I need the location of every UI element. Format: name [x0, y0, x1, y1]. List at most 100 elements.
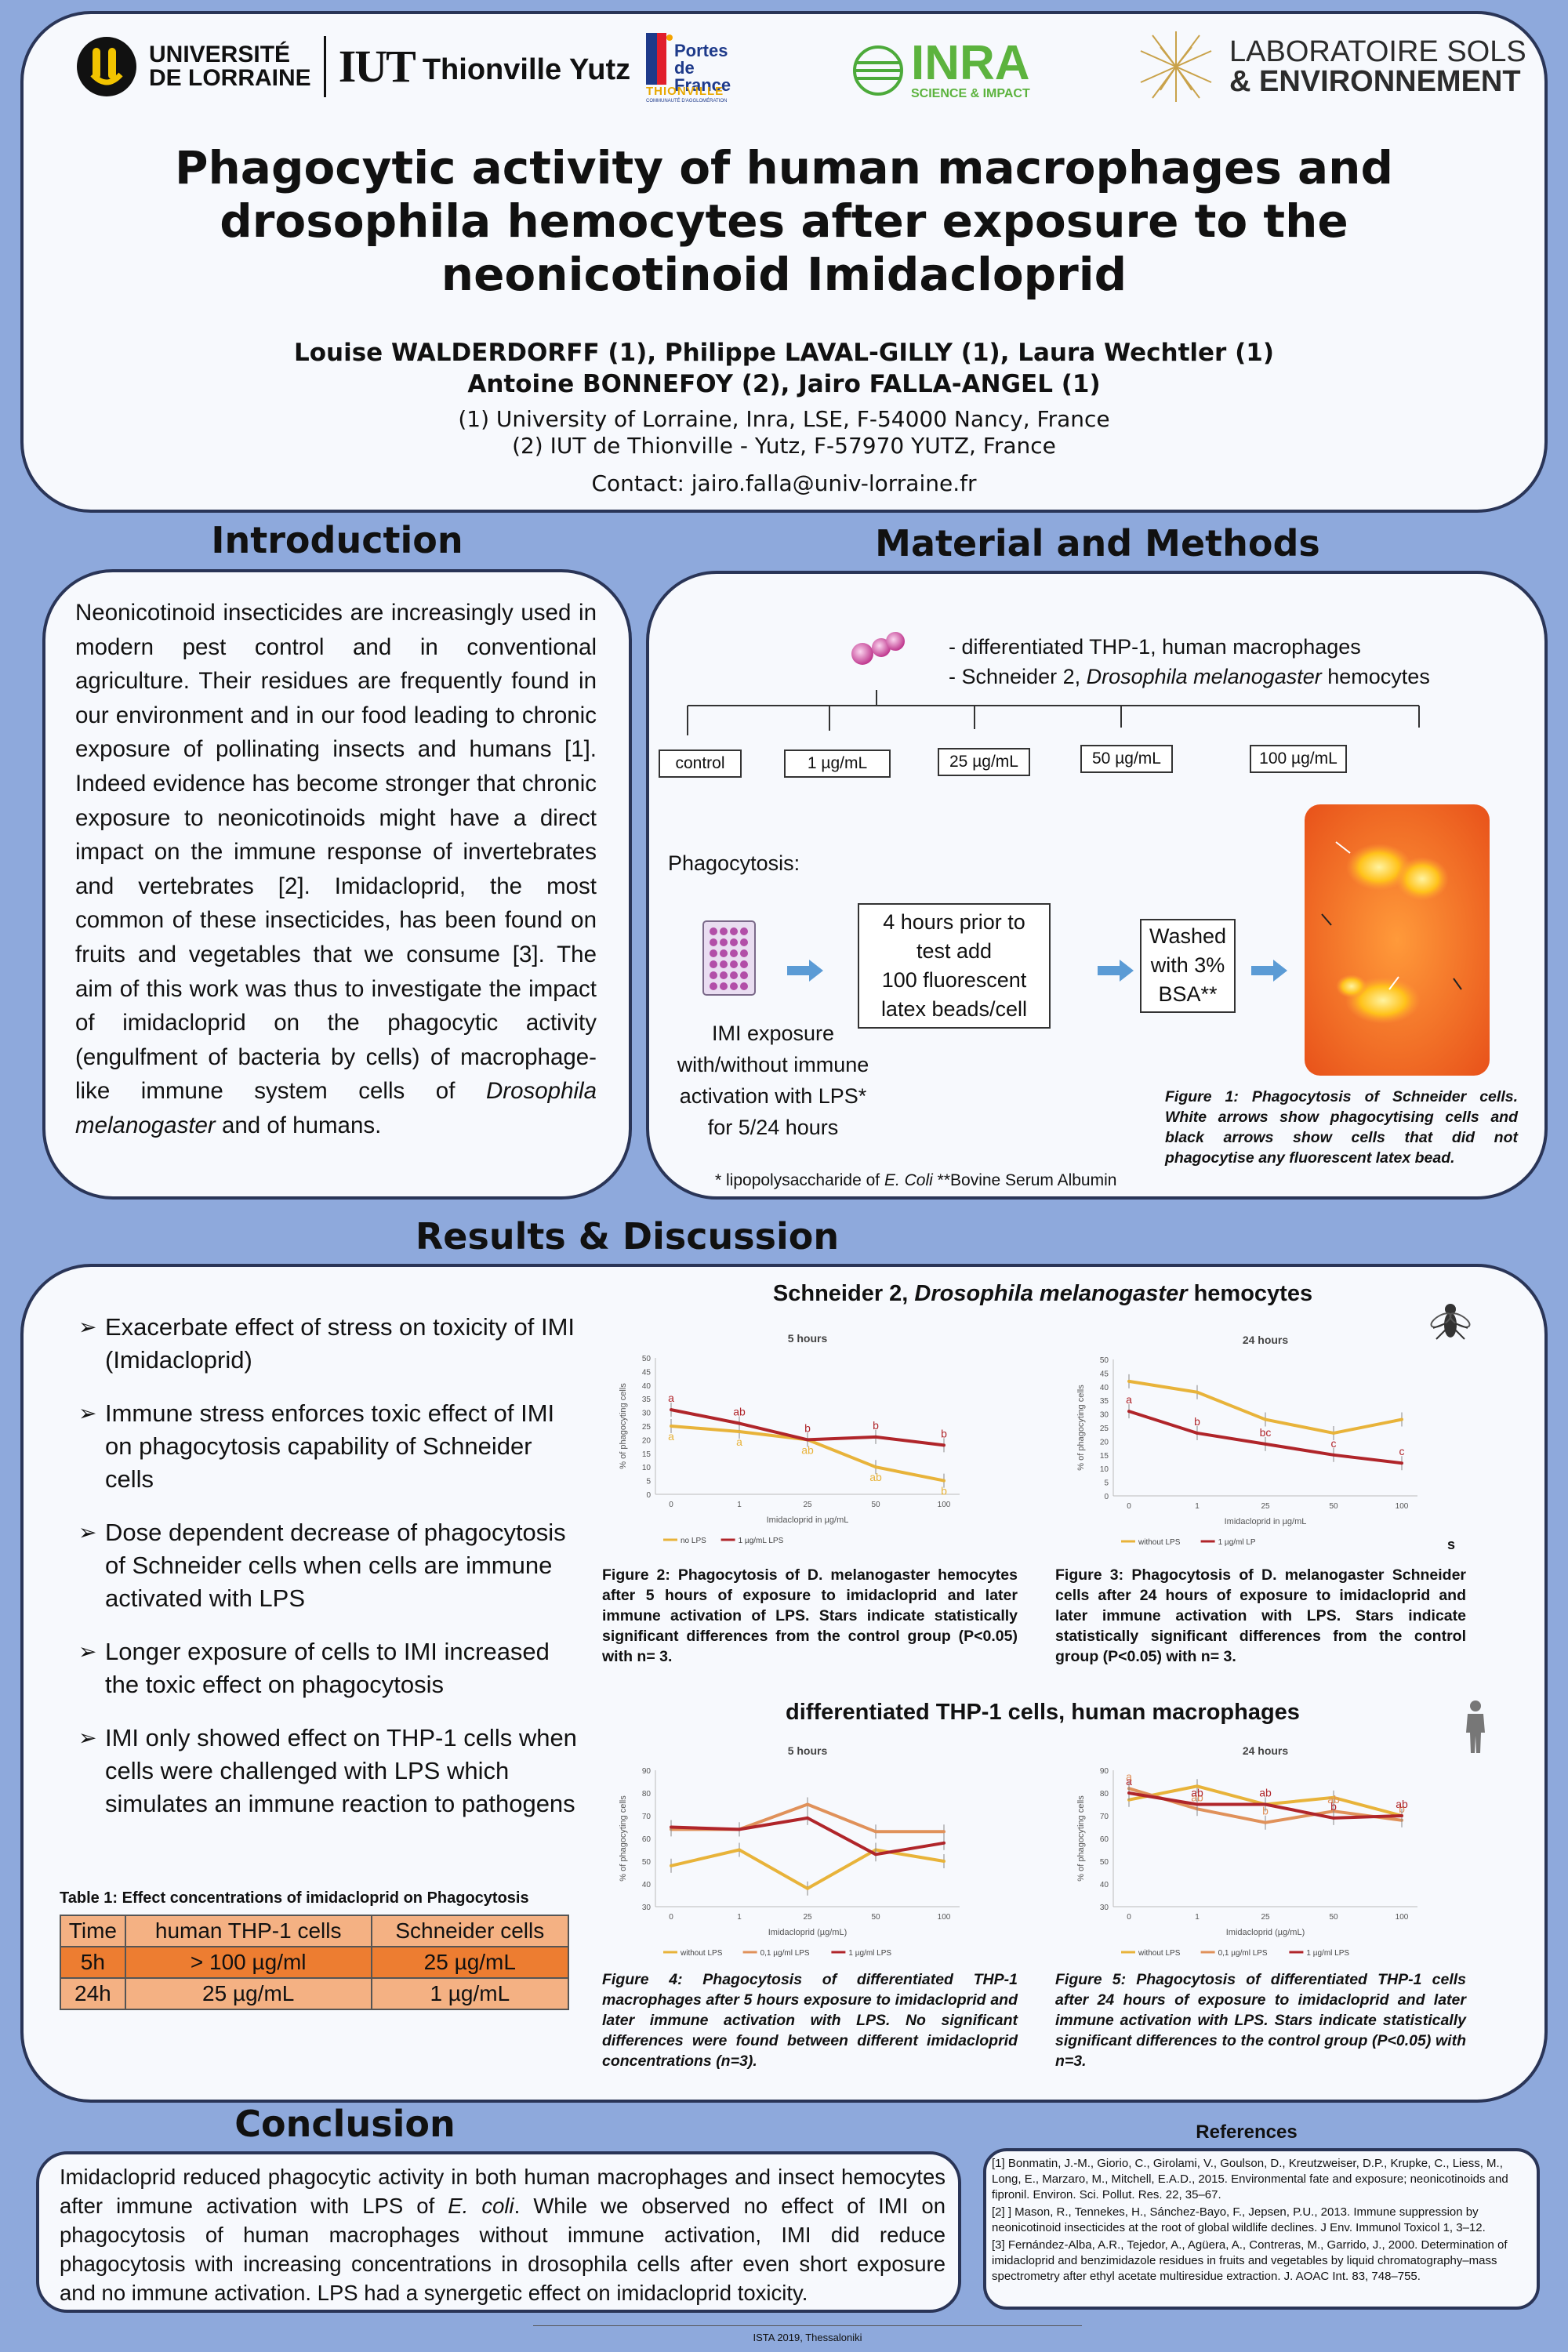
- conclusion-b: E. coli: [448, 2194, 514, 2218]
- step3-line3: BSA**: [1158, 982, 1218, 1006]
- x-axis-label: Imidacloprid (µg/mL): [1226, 1928, 1305, 1937]
- authors-line1: Louise WALDERDORFF (1), Philippe LAVAL-G…: [293, 339, 1275, 367]
- data-point: [738, 1848, 741, 1852]
- data-point: [806, 1816, 809, 1820]
- legend-label: 1 µg/ml LP: [1218, 1538, 1256, 1547]
- lse-line1: LABORATOIRE SOLS: [1229, 35, 1526, 68]
- result-bullet: ➢ Exacerbate effect of stress on toxicity…: [78, 1311, 580, 1377]
- x-axis-label: Imidacloprid (µg/mL): [768, 1928, 847, 1937]
- y-tick-label: 30: [1100, 1411, 1109, 1420]
- table-header: human THP-1 cells: [124, 1915, 372, 1947]
- x-tick-label: 100: [938, 1501, 951, 1509]
- x-tick-label: 1: [737, 1501, 742, 1509]
- data-point: [1264, 1820, 1267, 1824]
- conclusion-panel: [36, 2151, 961, 2313]
- well-plate-icon: [702, 920, 756, 996]
- table-cell: 24h: [60, 1977, 126, 2010]
- reference-item: [2] ] Mason, R., Tennekes, H., Sánchez-B…: [992, 2205, 1486, 2234]
- intro-end: and of humans.: [215, 1112, 382, 1138]
- legend-label: without LPS: [1138, 1538, 1181, 1547]
- footer-rule: [533, 2325, 1082, 2326]
- fly-icon: [1430, 1304, 1471, 1340]
- significance-label: ab: [1191, 1787, 1203, 1799]
- result-bullet: ➢ IMI only showed effect on THP-1 cells w…: [78, 1722, 580, 1820]
- x-tick-label: 100: [1396, 1502, 1409, 1511]
- figure3-caption: Figure 3: Phagocytosis of D. melanogaste…: [1055, 1566, 1466, 1665]
- conclusion-text: Imidacloprid reduced phagocytic activity…: [60, 2162, 946, 2307]
- y-tick-label: 25: [1100, 1425, 1109, 1433]
- data-point: [1332, 1795, 1335, 1799]
- affiliations: (1) University of Lorraine, Inra, LSE, F…: [47, 406, 1521, 459]
- y-axis-label: % of phagocyting cells: [619, 1383, 628, 1469]
- step2-line2: test add: [916, 939, 993, 963]
- x-tick-label: 50: [1329, 1502, 1338, 1511]
- iut-mark: IUT: [338, 41, 416, 92]
- x-tick-label: 25: [803, 1913, 812, 1922]
- arrow-right-icon: [1251, 960, 1287, 982]
- introduction-panel: [42, 569, 632, 1200]
- table-header: Time: [60, 1915, 126, 1947]
- figure5-caption: Figure 5: Phagocytosis of differentiated…: [1055, 1971, 1466, 2070]
- y-tick-label: 15: [1100, 1452, 1109, 1461]
- data-point: [1127, 1791, 1131, 1795]
- significance-label: ab: [801, 1443, 814, 1456]
- legend-label: 1 µg/mL LPS: [739, 1537, 784, 1545]
- y-tick-label: 35: [642, 1396, 652, 1404]
- significance-label: ab: [1191, 1791, 1203, 1803]
- figure1-caption: Figure 1: Phagocytosis of Schneider cell…: [1165, 1088, 1518, 1167]
- y-tick-label: 15: [642, 1450, 652, 1459]
- introduction-text: Neonicotinoid insecticides are increasin…: [75, 596, 597, 1143]
- schneider-heading-b: Drosophila melanogaster: [914, 1281, 1188, 1306]
- ul-mark-icon: [77, 37, 136, 96]
- footer: ISTA 2019, Thessaloniki: [753, 2332, 862, 2343]
- arrow-bullet-icon: ➢: [78, 1315, 97, 1339]
- authors-line2: Antoine BONNEFOY (2), Jairo FALLA-ANGEL …: [467, 370, 1101, 398]
- inra-logo: INRA SCIENCE & IMPACT: [853, 31, 1030, 110]
- significance-label: a: [668, 1430, 674, 1443]
- legend-label: no LPS: [681, 1537, 706, 1545]
- chart-title: 24 hours: [1243, 1334, 1289, 1346]
- y-tick-label: 50: [642, 1355, 652, 1363]
- data-point: [1196, 1784, 1199, 1788]
- data-point: [1196, 1431, 1199, 1435]
- y-tick-label: 0: [1104, 1493, 1109, 1501]
- step-imi-exposure: IMI exposure with/without immune activat…: [655, 1018, 891, 1143]
- table-row: 5h > 100 µg/ml 25 µg/mL: [60, 1946, 570, 1979]
- y-axis-label: % of phagocyting cells: [1076, 1385, 1086, 1471]
- y-tick-label: 60: [642, 1835, 652, 1844]
- inra-wordmark: INRA: [911, 36, 1030, 90]
- iut-city: Thionville Yutz: [422, 53, 631, 86]
- y-tick-label: 80: [642, 1790, 652, 1798]
- cell-type-schneider: - Schneider 2, Drosophila melanogaster h…: [949, 662, 1513, 691]
- step1-line1: IMI exposure: [711, 1022, 835, 1045]
- poster-title: Phagocytic activity of human macrophages…: [47, 141, 1521, 301]
- legend-label: without LPS: [1138, 1949, 1181, 1958]
- legend-label: 1 µg/ml LPS: [848, 1949, 891, 1958]
- intro-species: Drosophila melanogaster: [75, 1078, 597, 1138]
- y-tick-label: 90: [642, 1767, 652, 1776]
- conclusion-a: Imidacloprid reduced phagocytic activity…: [60, 2165, 946, 2218]
- significance-label: c: [1331, 1437, 1337, 1450]
- portes-line3: THIONVILLE: [646, 85, 724, 98]
- arrow-right-icon: [787, 960, 823, 982]
- data-point: [1332, 1816, 1335, 1820]
- title-line3: neonicotinoid Imidacloprid: [441, 248, 1127, 301]
- x-axis-label: Imidacloprid in µg/mL: [1225, 1517, 1307, 1526]
- step1-line2: with/without immune: [677, 1053, 869, 1076]
- conc-box-25: 25 µg/mL: [938, 748, 1030, 776]
- arrow-bullet-icon: ➢: [78, 1726, 97, 1750]
- y-tick-label: 40: [642, 1382, 652, 1391]
- results-bullets: ➢ Exacerbate effect of stress on toxicity…: [78, 1311, 580, 1841]
- x-tick-label: 0: [669, 1913, 673, 1922]
- conc-box-100: 100 µg/mL: [1250, 745, 1347, 773]
- significance-label: b: [941, 1427, 947, 1439]
- y-tick-label: 30: [642, 1410, 652, 1418]
- data-point: [1127, 1410, 1131, 1414]
- y-tick-label: 70: [1100, 1813, 1109, 1821]
- y-tick-label: 10: [1100, 1465, 1109, 1474]
- portes-line2: de France: [674, 58, 731, 95]
- data-point: [942, 1479, 946, 1483]
- y-tick-label: 60: [1100, 1835, 1109, 1844]
- schneider-heading: Schneider 2, Drosophila melanogaster hem…: [596, 1281, 1490, 1307]
- cell-types: - differentiated THP-1, human macrophage…: [949, 632, 1513, 691]
